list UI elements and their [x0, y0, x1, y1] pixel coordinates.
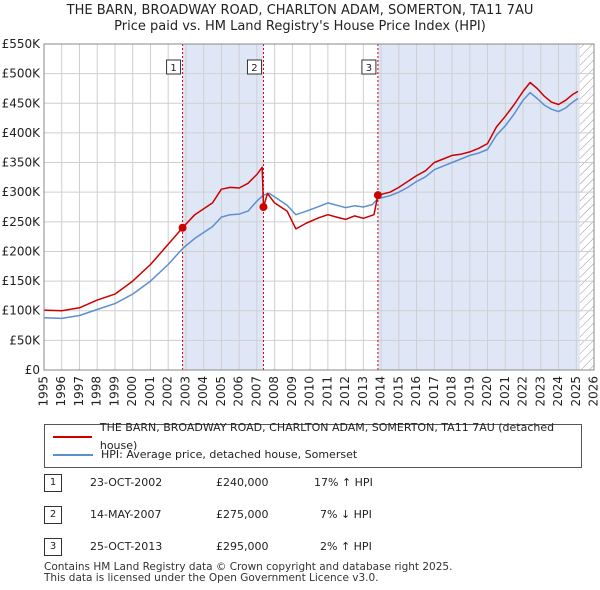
legend-label-property: THE BARN, BROADWAY ROAD, CHARLTON ADAM, …: [99, 421, 555, 452]
x-tick-label: 1995: [37, 376, 51, 407]
x-tick-label: 2009: [285, 376, 299, 407]
transaction-date: 23-OCT-2002: [90, 476, 163, 489]
chart-subtitle: Price paid vs. HM Land Registry's House …: [114, 19, 486, 34]
marker-box: [361, 59, 377, 75]
legend-item-property: THE BARN, BROADWAY ROAD, CHARLTON ADAM, …: [53, 421, 581, 452]
y-tick-label: £50K: [9, 333, 41, 347]
legend-swatch-red: [53, 436, 92, 438]
transaction-hpi: 17% ↑ HPI: [314, 476, 373, 489]
x-tick-label: 2015: [391, 376, 405, 407]
x-tick-label: 2021: [498, 376, 512, 407]
series-line-property: [44, 81, 579, 312]
legend-item-hpi: HPI: Average price, detached house, Some…: [53, 446, 357, 464]
x-tick-label: 2022: [516, 376, 530, 407]
x-tick-label: 2003: [178, 376, 192, 407]
x-tick-label: 2007: [249, 376, 263, 407]
sale-point: [178, 223, 187, 232]
y-tick-label: £0: [25, 363, 40, 377]
sale-point: [373, 191, 382, 200]
transaction-price: £295,000: [216, 540, 269, 553]
sale-point: [259, 203, 268, 211]
marker-label: 1: [170, 63, 176, 74]
x-tick-label: 2002: [161, 376, 175, 407]
series-line-hpi: [44, 91, 579, 320]
y-tick-label: £150K: [2, 274, 42, 288]
x-tick-label: 2008: [267, 376, 281, 407]
plot-border: [43, 43, 595, 371]
x-tick-label: 2016: [409, 376, 423, 407]
transaction-number: 2: [44, 506, 62, 524]
x-tick-label: 2018: [445, 376, 459, 407]
x-tick-label: 2020: [480, 376, 494, 407]
x-tick-label: 2004: [196, 376, 210, 407]
y-tick-label: £200K: [2, 244, 42, 258]
x-tick-label: 2011: [320, 376, 334, 407]
x-tick-label: 2023: [533, 376, 547, 407]
y-tick-label: £500K: [2, 67, 42, 81]
marker-box: [166, 59, 182, 75]
y-tick-label: £450K: [2, 96, 42, 110]
shaded-region: [377, 44, 580, 370]
y-tick-label: £400K: [2, 126, 42, 140]
x-tick-label: 2000: [125, 376, 139, 407]
transaction-number: 3: [44, 538, 62, 556]
marker-label: 3: [366, 63, 372, 74]
x-tick-label: 2006: [232, 376, 246, 407]
chart-title: THE BARN, BROADWAY ROAD, CHARLTON ADAM, …: [66, 3, 534, 18]
price-chart: 1 2 3 £0 £50K £100K £150K £200K £250K £300K £350K…: [2, 37, 600, 407]
x-tick-label: 2017: [427, 376, 441, 407]
shaded-region: [182, 44, 264, 370]
y-tick-label: £550K: [2, 37, 42, 51]
transaction-price: £240,000: [216, 476, 269, 489]
x-tick-label: 2013: [356, 376, 370, 407]
y-tick-label: £250K: [2, 215, 42, 229]
y-tick-label: £300K: [2, 185, 42, 199]
transaction-date: 14-MAY-2007: [90, 508, 162, 521]
x-tick-label: 1999: [107, 376, 121, 407]
x-tick-label: 2012: [338, 376, 352, 407]
x-tick-label: 2019: [462, 376, 476, 407]
transaction-date: 25-OCT-2013: [90, 540, 163, 553]
transaction-hpi: 7% ↓ HPI: [320, 508, 372, 521]
y-tick-label: £100K: [2, 304, 42, 318]
footer-licence: This data is licensed under the Open Gov…: [44, 572, 379, 584]
x-tick-label: 2001: [143, 376, 157, 407]
transaction-price: £275,000: [216, 508, 269, 521]
marker-label: 2: [251, 63, 257, 74]
forecast-hatch: [579, 44, 594, 370]
x-tick-label: 2024: [551, 376, 565, 407]
x-tick-label: 2025: [569, 376, 583, 407]
x-tick-label: 2010: [303, 376, 317, 407]
x-tick-label: 2026: [587, 376, 600, 407]
y-tick-label: £350K: [2, 156, 42, 170]
x-tick-label: 2005: [214, 376, 228, 407]
x-tick-label: 1998: [90, 376, 104, 407]
legend-label-hpi: HPI: Average price, detached house, Some…: [101, 448, 358, 461]
x-tick-label: 1996: [54, 376, 68, 407]
transaction-number: 1: [44, 474, 62, 492]
x-tick-label: 1997: [72, 376, 86, 407]
x-tick-label: 2014: [374, 376, 388, 407]
legend: THE BARN, BROADWAY ROAD, CHARLTON ADAM, …: [44, 421, 582, 468]
transaction-hpi: 2% ↑ HPI: [320, 540, 372, 553]
legend-swatch-blue: [53, 454, 93, 456]
footer-copyright: Contains HM Land Registry data © Crown c…: [44, 561, 453, 573]
marker-box: [246, 59, 262, 75]
